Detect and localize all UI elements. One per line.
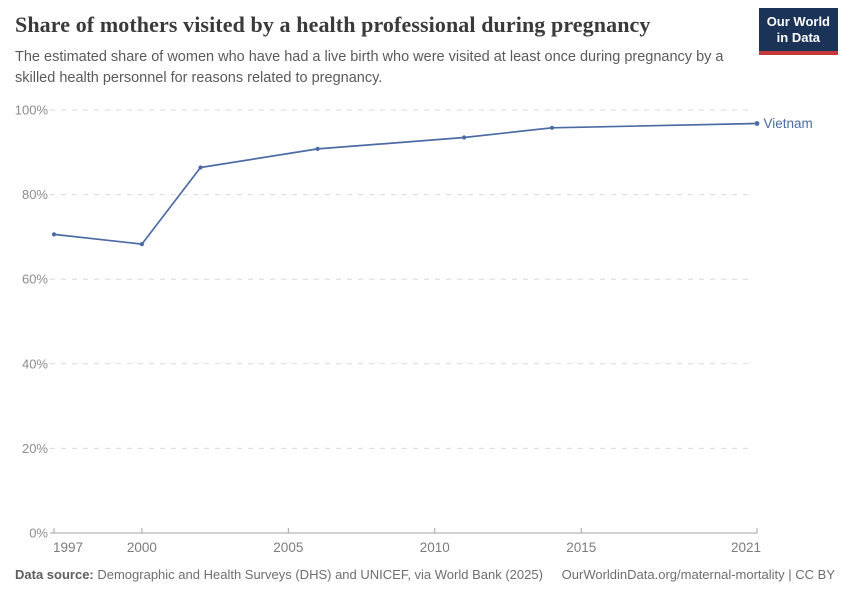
data-source-text: Demographic and Health Surveys (DHS) and… <box>93 567 543 582</box>
line-chart-canvas[interactable]: 0% 20% 40% 60% 80% 100% 1997 2000 2005 2010 2015 20… <box>0 90 850 565</box>
data-point[interactable] <box>549 125 555 130</box>
data-point[interactable] <box>139 242 144 247</box>
footer-citation-link[interactable]: OurWorldinData.org/maternal-mortality | … <box>561 567 835 582</box>
chart-footer: Data source: Demographic and Health Surv… <box>15 567 835 582</box>
x-axis-tick-label: 2015 <box>566 540 596 555</box>
x-axis-tick-label: 2005 <box>273 540 303 555</box>
y-axis-tick-label: 100% <box>15 103 49 118</box>
data-line-vietnam[interactable] <box>53 122 758 245</box>
x-axis-tick-label: 2021 <box>731 540 761 555</box>
data-point[interactable] <box>462 135 467 140</box>
data-source-label: Data source: <box>15 567 94 582</box>
data-point[interactable] <box>315 146 320 151</box>
owid-logo-line2: in Data <box>776 30 821 46</box>
chart-subtitle: The estimated share of women who have ha… <box>15 49 724 86</box>
series-end-label[interactable]: Vietnam <box>764 116 813 131</box>
owid-logo-line1: Our World <box>766 14 830 29</box>
y-axis-tick-label: 0% <box>29 526 48 541</box>
y-axis-tick-label: 20% <box>22 441 48 456</box>
page-title: Share of mothers visited by a health pro… <box>15 12 651 37</box>
y-axis-tick-label: 80% <box>22 187 48 202</box>
data-point[interactable] <box>51 232 57 237</box>
y-axis-tick-label: 60% <box>22 272 48 287</box>
data-source-note: Data source: Demographic and Health Surv… <box>15 567 543 582</box>
data-point[interactable] <box>754 121 760 126</box>
x-axis-tick-label: 2010 <box>420 540 450 555</box>
x-axis-tick-label: 2000 <box>127 540 157 555</box>
x-axis-tick-label: 1997 <box>53 540 83 555</box>
owid-logo[interactable]: Our World in Data <box>758 8 838 55</box>
y-axis-tick-label: 40% <box>22 356 48 371</box>
data-point[interactable] <box>198 165 203 170</box>
